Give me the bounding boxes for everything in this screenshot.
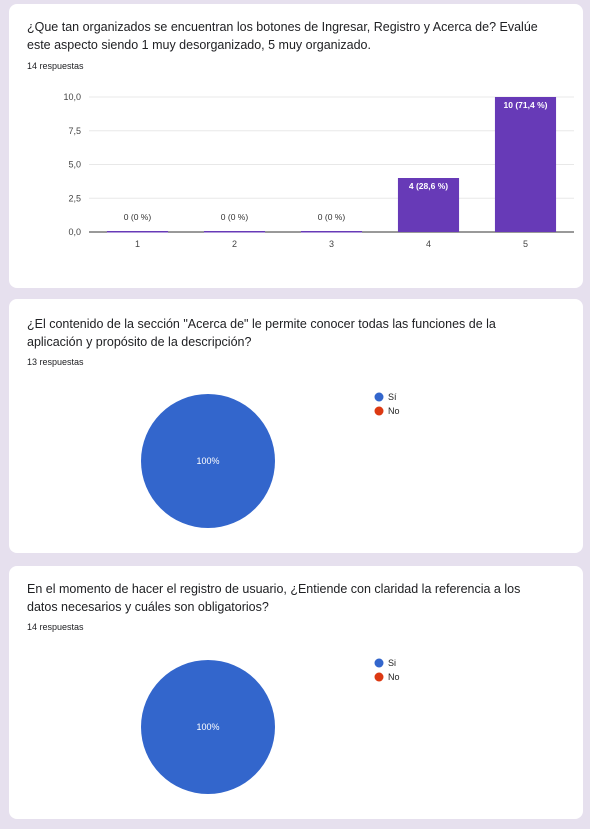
slice-label: 100% xyxy=(196,456,219,466)
pie-slice xyxy=(141,394,275,528)
data-label: 0 (0 %) xyxy=(124,212,152,222)
bar-chart: 0,0 2,5 5,0 7,5 10,0 0 (0 %) 1 0 (0 %) 2 0 (0 %) 3… xyxy=(63,92,574,249)
y-tick-label: 5,0 xyxy=(68,160,81,170)
bar xyxy=(300,231,363,233)
legend-swatch xyxy=(374,392,384,402)
legend-swatch xyxy=(374,672,384,682)
response-count: 14 respuestas xyxy=(27,61,84,71)
y-tick-label: 0,0 xyxy=(68,227,81,237)
pie-chart: 100% Si No xyxy=(141,658,400,794)
slice-label: 100% xyxy=(196,722,219,732)
data-label: 4 (28,6 %) xyxy=(409,181,448,191)
y-tick-label: 10,0 xyxy=(63,92,81,102)
data-label: 10 (71,4 %) xyxy=(504,100,548,110)
question-card-2: ¿El contenido de la sección "Acerca de" … xyxy=(9,299,583,553)
response-count: 14 respuestas xyxy=(27,622,84,632)
bar xyxy=(203,231,266,233)
response-count: 13 respuestas xyxy=(27,357,84,367)
question-card-3: En el momento de hacer el registro de us… xyxy=(9,566,583,819)
legend-label: No xyxy=(388,406,400,416)
legend-label: Sí xyxy=(388,392,397,402)
legend-label: No xyxy=(388,672,400,682)
data-label: 0 (0 %) xyxy=(318,212,346,222)
bar xyxy=(494,97,557,232)
x-tick-label: 4 xyxy=(426,239,431,249)
data-label: 0 (0 %) xyxy=(221,212,249,222)
legend-swatch xyxy=(374,658,384,668)
bar xyxy=(397,178,460,232)
question-title: ¿Que tan organizados se encuentran los b… xyxy=(27,20,538,52)
x-tick-label: 1 xyxy=(135,239,140,249)
bar xyxy=(106,231,169,233)
x-tick-label: 2 xyxy=(232,239,237,249)
question-title: ¿El contenido de la sección "Acerca de" … xyxy=(27,317,496,349)
x-tick-label: 3 xyxy=(329,239,334,249)
pie-chart: 100% Sí No xyxy=(141,392,400,528)
legend-swatch xyxy=(374,406,384,416)
y-tick-label: 7,5 xyxy=(68,126,81,136)
legend-label: Si xyxy=(388,658,396,668)
pie-slice xyxy=(141,660,275,794)
question-title: En el momento de hacer el registro de us… xyxy=(27,582,521,614)
question-card-1: ¿Que tan organizados se encuentran los b… xyxy=(9,4,583,288)
y-tick-label: 2,5 xyxy=(68,193,81,203)
x-tick-label: 5 xyxy=(523,239,528,249)
